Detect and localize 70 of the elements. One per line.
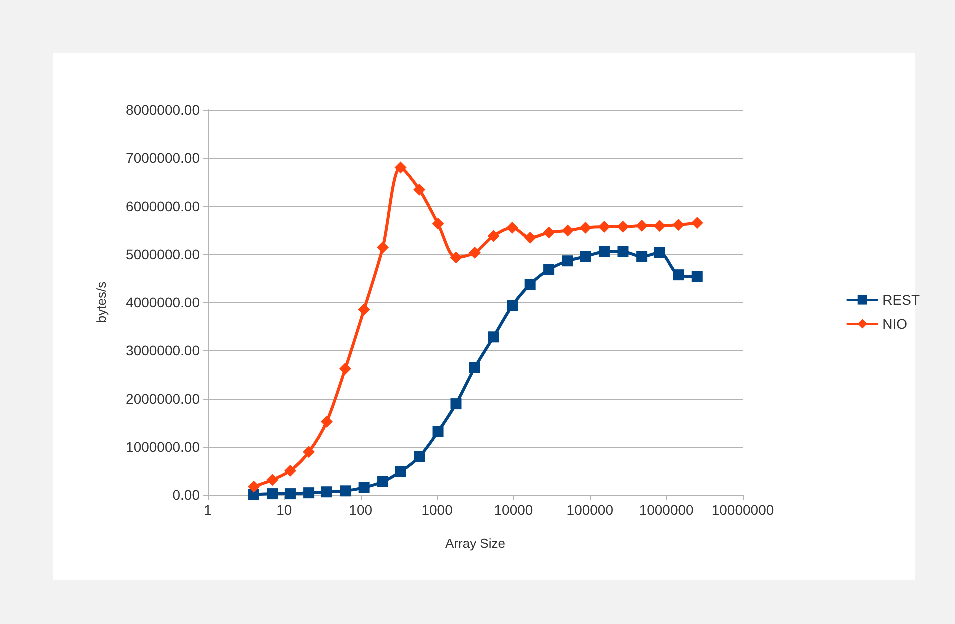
point <box>450 252 462 264</box>
point <box>524 279 536 290</box>
point <box>320 416 333 428</box>
point <box>395 466 406 478</box>
point <box>562 256 574 267</box>
point <box>598 246 610 258</box>
y-tick-label: 5000000.00 <box>126 246 200 262</box>
point <box>692 271 703 282</box>
point <box>524 232 536 244</box>
point <box>618 246 629 258</box>
point <box>414 184 426 196</box>
point <box>284 488 296 500</box>
y-tick-label: 3000000.00 <box>126 342 200 359</box>
point <box>432 218 444 230</box>
point <box>654 247 666 258</box>
point <box>617 220 630 233</box>
x-tick-label: 10000000 <box>712 502 774 518</box>
y-tick-label: 2000000.00 <box>126 390 200 407</box>
x-tick-label: 10 <box>276 502 292 518</box>
point <box>284 464 296 477</box>
point <box>303 446 316 458</box>
point <box>562 224 574 237</box>
point <box>377 242 390 254</box>
legend-label: NIO <box>882 316 908 332</box>
y-tick-label: 1000000.00 <box>126 438 200 455</box>
point <box>654 220 666 232</box>
point <box>432 426 444 438</box>
y-tick-label: 8000000.00 <box>126 102 200 118</box>
point <box>543 226 556 239</box>
point <box>506 222 519 234</box>
point <box>580 251 592 262</box>
x-tick-label: 1000 <box>422 502 454 518</box>
point <box>358 482 370 494</box>
point <box>468 246 481 259</box>
y-tick-label: 7000000.00 <box>126 150 200 166</box>
point <box>266 474 279 486</box>
point <box>267 488 278 500</box>
legend-label: REST <box>882 292 920 308</box>
point <box>340 486 352 497</box>
point <box>378 476 389 488</box>
x-tick-label: 100000 <box>566 502 614 518</box>
y-axis-title: bytes/s <box>94 281 109 324</box>
point <box>358 304 370 316</box>
point <box>488 230 500 242</box>
y-tick-label: 6000000.00 <box>126 198 200 214</box>
x-tick-label: 10000 <box>494 502 534 518</box>
point <box>450 398 462 410</box>
point <box>469 362 480 374</box>
point <box>394 162 407 174</box>
point <box>507 300 518 312</box>
point <box>544 264 555 276</box>
point <box>580 222 592 234</box>
point <box>248 490 260 500</box>
point <box>321 486 332 498</box>
point <box>304 488 315 499</box>
point <box>691 217 704 230</box>
x-tick-label: 1 <box>204 502 212 518</box>
point <box>598 220 610 233</box>
point <box>414 451 426 462</box>
point <box>340 362 352 375</box>
x-tick-label: 100 <box>349 502 373 518</box>
point <box>672 219 685 232</box>
point <box>636 251 648 262</box>
x-axis-title: Array Size <box>446 536 506 551</box>
y-tick-label: 4000000.00 <box>126 294 200 310</box>
point <box>673 270 684 281</box>
point <box>488 332 500 343</box>
x-tick-label: 1000000 <box>639 502 694 518</box>
y-tick-label: 0.00 <box>172 487 200 503</box>
point <box>248 480 260 493</box>
